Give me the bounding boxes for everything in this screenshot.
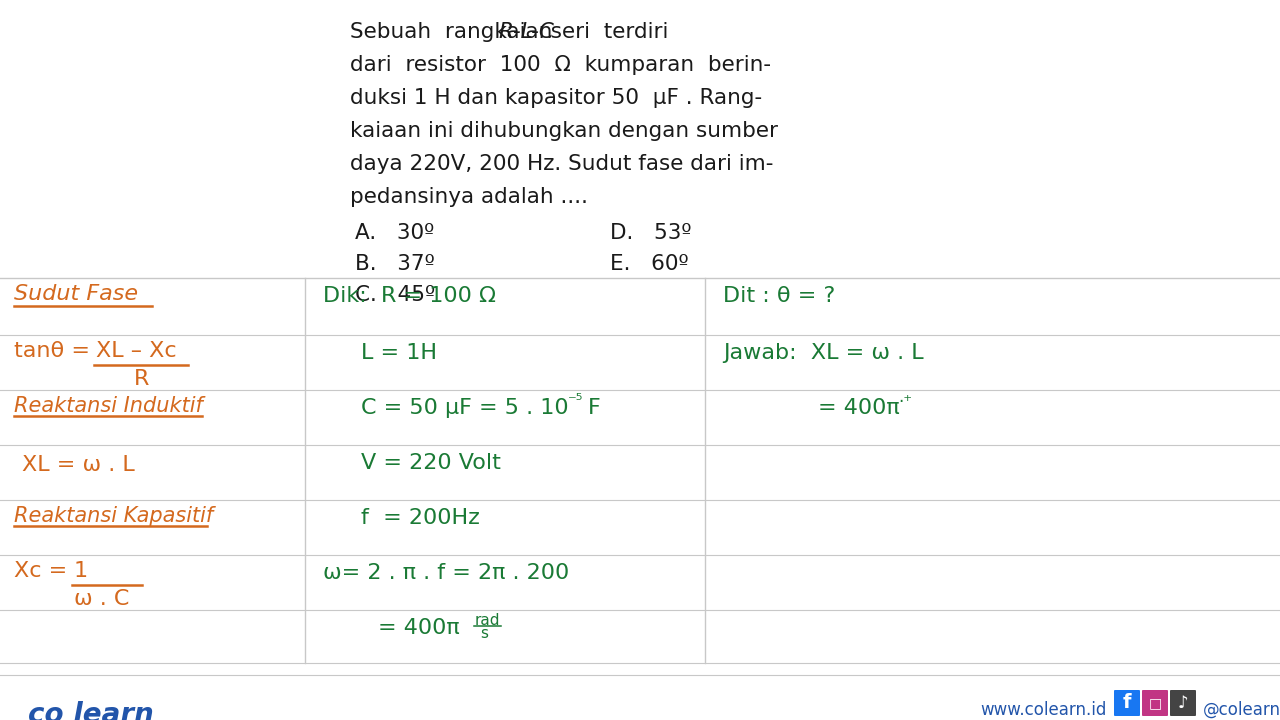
Text: V = 220 Volt: V = 220 Volt: [361, 453, 500, 473]
Text: R: R: [134, 369, 150, 389]
Text: kaiaan ini dihubungkan dengan sumber: kaiaan ini dihubungkan dengan sumber: [349, 121, 778, 141]
Text: B.   37º: B. 37º: [355, 254, 435, 274]
Text: www.colearn.id: www.colearn.id: [980, 701, 1106, 719]
Text: E.   60º: E. 60º: [611, 254, 689, 274]
Text: = 400π: = 400π: [818, 398, 900, 418]
Text: pedansinya adalah ....: pedansinya adalah ....: [349, 187, 588, 207]
Text: co learn: co learn: [28, 701, 154, 720]
Text: f: f: [1123, 693, 1132, 713]
Text: A.   30º: A. 30º: [355, 223, 434, 243]
Text: ω= 2 . π . f = 2π . 200: ω= 2 . π . f = 2π . 200: [323, 563, 570, 583]
Text: duksi 1 H dan kapasitor 50  μF . Rang-: duksi 1 H dan kapasitor 50 μF . Rang-: [349, 88, 762, 108]
Text: seri  terdiri: seri terdiri: [538, 22, 668, 42]
Text: Dik:  R = 100 Ω: Dik: R = 100 Ω: [323, 286, 497, 306]
Text: tanθ =: tanθ =: [14, 341, 97, 361]
Text: □: □: [1148, 696, 1161, 710]
Text: ⁻⁵: ⁻⁵: [568, 392, 584, 410]
Text: = 400π: = 400π: [378, 618, 460, 638]
Text: Reaktansi Kapasitif: Reaktansi Kapasitif: [14, 506, 214, 526]
Text: ω . C: ω . C: [74, 589, 129, 609]
Text: dari  resistor  100  Ω  kumparan  berin-: dari resistor 100 Ω kumparan berin-: [349, 55, 771, 75]
Text: Dit : θ = ?: Dit : θ = ?: [723, 286, 836, 306]
Text: Reaktansi Induktif: Reaktansi Induktif: [14, 396, 202, 416]
Text: Sudut Fase: Sudut Fase: [14, 284, 138, 304]
Text: daya 220V, 200 Hz. Sudut fase dari im-: daya 220V, 200 Hz. Sudut fase dari im-: [349, 154, 773, 174]
Text: Sebuah  rangkaian: Sebuah rangkaian: [349, 22, 566, 42]
Text: XL – Xc: XL – Xc: [96, 341, 177, 361]
Text: C.   45º: C. 45º: [355, 285, 435, 305]
FancyBboxPatch shape: [1142, 690, 1169, 716]
Text: 1: 1: [74, 561, 88, 581]
Text: rad: rad: [475, 613, 500, 628]
Text: ·⁺: ·⁺: [899, 393, 913, 411]
Text: @colearn.id: @colearn.id: [1203, 701, 1280, 719]
Text: L = 1H: L = 1H: [361, 343, 436, 363]
Text: R-L-C: R-L-C: [498, 22, 554, 42]
Text: f  = 200Hz: f = 200Hz: [361, 508, 480, 528]
Text: F: F: [588, 398, 600, 418]
FancyBboxPatch shape: [1170, 690, 1196, 716]
Text: D.   53º: D. 53º: [611, 223, 691, 243]
Text: XL = ω . L: XL = ω . L: [22, 455, 134, 475]
Text: Jawab:  XL = ω . L: Jawab: XL = ω . L: [723, 343, 924, 363]
Text: C = 50 μF = 5 . 10: C = 50 μF = 5 . 10: [361, 398, 568, 418]
Text: Xc =: Xc =: [14, 561, 74, 581]
Text: s: s: [480, 626, 488, 641]
FancyBboxPatch shape: [1114, 690, 1140, 716]
Text: ♪: ♪: [1178, 694, 1188, 712]
